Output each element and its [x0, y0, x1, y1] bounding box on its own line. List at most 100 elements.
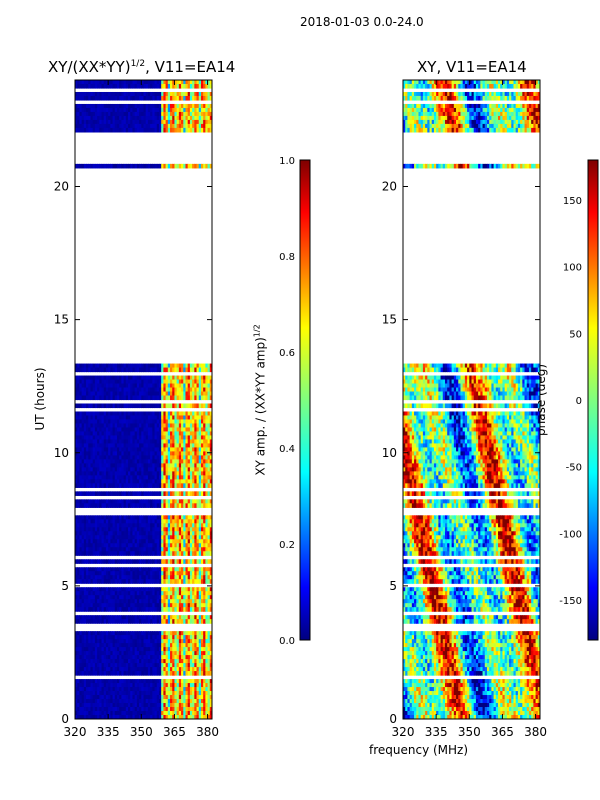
- heatmap-cell: [134, 467, 138, 472]
- heatmap-cell: [114, 115, 118, 121]
- heatmap-cell: [178, 119, 182, 125]
- heatmap-cell: [136, 383, 140, 389]
- heatmap-cell: [97, 383, 100, 389]
- heatmap-cell: [130, 451, 134, 457]
- left-plot-title-sup: 1/2: [130, 59, 146, 69]
- heatmap-cell: [130, 559, 134, 564]
- heatmap-cell: [158, 375, 162, 381]
- heatmap-cell: [152, 599, 156, 604]
- heatmap-cell: [105, 631, 109, 636]
- heatmap-cell: [136, 631, 140, 636]
- heatmap-cell: [110, 587, 114, 592]
- heatmap-cell: [176, 419, 180, 425]
- heatmap-cell: [79, 383, 83, 389]
- heatmap-cell: [86, 423, 89, 429]
- heatmap-cell: [194, 451, 198, 457]
- heatmap-cell: [198, 103, 202, 109]
- heatmap-cell: [103, 83, 107, 89]
- heatmap-cell: [130, 519, 134, 524]
- heatmap-cell: [167, 527, 171, 532]
- heatmap-cell: [172, 679, 176, 684]
- heatmap-cell: [145, 83, 149, 89]
- heatmap-cell: [77, 463, 81, 468]
- heatmap-cell: [209, 539, 212, 544]
- heatmap-cell: [147, 671, 151, 676]
- heatmap-cell: [163, 119, 167, 125]
- heatmap-cell: [143, 443, 147, 449]
- heatmap-cell: [130, 483, 134, 488]
- heatmap-cell: [79, 671, 83, 676]
- heatmap-cell: [183, 80, 187, 85]
- heatmap-cell: [176, 659, 180, 664]
- heatmap-cell: [112, 647, 116, 652]
- heatmap-cell: [187, 607, 191, 612]
- heatmap-cell: [185, 527, 189, 532]
- heatmap-cell: [101, 431, 105, 437]
- heatmap-cell: [143, 671, 147, 676]
- heatmap-cell: [77, 547, 81, 552]
- heatmap-cell: [88, 123, 92, 129]
- heatmap-cell: [114, 499, 118, 504]
- heatmap-cell: [143, 531, 147, 536]
- heatmap-cell: [77, 387, 81, 393]
- heatmap-cell: [97, 83, 100, 89]
- heatmap-cell: [205, 647, 209, 652]
- heatmap-cell: [145, 103, 149, 109]
- heatmap-cell: [170, 475, 173, 480]
- heatmap-cell: [165, 499, 169, 504]
- heatmap-cell: [145, 91, 149, 97]
- heatmap-cell: [83, 415, 87, 421]
- heatmap-cell: [77, 519, 81, 524]
- heatmap-cell: [110, 491, 114, 496]
- heatmap-cell: [172, 523, 176, 528]
- heatmap-cell: [145, 443, 149, 449]
- heatmap-cell: [132, 631, 136, 636]
- heatmap-cell: [185, 591, 189, 596]
- heatmap-cell: [79, 679, 83, 684]
- heatmap-cell: [86, 443, 89, 449]
- heatmap-cell: [110, 667, 114, 672]
- heatmap-cell: [136, 635, 140, 640]
- heatmap-cell: [192, 647, 195, 652]
- heatmap-cell: [83, 579, 87, 584]
- heatmap-cell: [207, 411, 211, 417]
- heatmap-cell: [92, 603, 96, 608]
- heatmap-cell: [83, 111, 87, 117]
- heatmap-cell: [132, 383, 136, 389]
- heatmap-cell: [108, 687, 111, 692]
- heatmap-cell: [114, 415, 118, 421]
- heatmap-cell: [128, 367, 131, 373]
- heatmap-cell: [134, 459, 138, 464]
- heatmap-cell: [198, 387, 202, 393]
- heatmap-cell: [139, 527, 142, 532]
- heatmap-cell: [119, 671, 122, 676]
- heatmap-cell: [209, 523, 212, 528]
- heatmap-cell: [209, 127, 212, 133]
- heatmap-cell: [145, 463, 149, 468]
- heatmap-cell: [189, 483, 193, 488]
- heatmap-cell: [81, 631, 85, 636]
- heatmap-cell: [136, 655, 140, 660]
- heatmap-cell: [125, 607, 129, 612]
- heatmap-cell: [158, 467, 162, 472]
- heatmap-cell: [86, 367, 89, 373]
- heatmap-cell: [88, 691, 92, 696]
- heatmap-cell: [143, 663, 147, 668]
- heatmap-cell: [209, 639, 212, 644]
- heatmap-cell: [200, 411, 204, 417]
- heatmap-cell: [178, 639, 182, 644]
- heatmap-cell: [88, 479, 92, 484]
- heatmap-cell: [108, 415, 111, 421]
- heatmap-cell: [176, 607, 180, 612]
- heatmap-cell: [90, 523, 94, 528]
- heatmap-cell: [130, 163, 134, 169]
- heatmap-cell: [103, 363, 107, 369]
- heatmap-cell: [141, 471, 145, 476]
- heatmap-cell: [110, 635, 114, 640]
- heatmap-cell: [128, 535, 131, 540]
- heatmap-cell: [154, 687, 158, 692]
- heatmap-cell: [103, 523, 107, 528]
- heatmap-cell: [165, 599, 169, 604]
- heatmap-cell: [165, 667, 169, 672]
- heatmap-cell: [130, 527, 134, 532]
